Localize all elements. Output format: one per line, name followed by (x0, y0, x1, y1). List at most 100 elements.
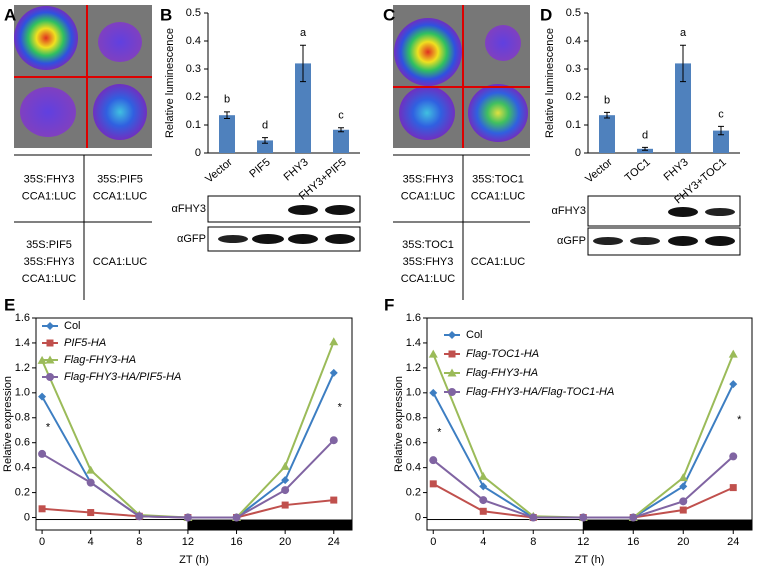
table-text: 35S:PIF5 (97, 173, 143, 185)
table-text: 35S:FHY3 (24, 173, 75, 185)
marker (678, 473, 688, 482)
table-text: CCA1:LUC (471, 256, 525, 268)
legend-label: Flag-FHY3-HA (466, 367, 538, 379)
marker (479, 482, 488, 491)
blot-label: αGFP (177, 233, 206, 245)
x-tick-label: 4 (480, 536, 486, 548)
y-tick-label: 0.4 (406, 462, 421, 474)
luc-image-c (393, 5, 530, 148)
marker (428, 349, 438, 358)
y-tick-label: 0.2 (406, 486, 421, 498)
table-text: 35S:TOC1 (472, 173, 524, 185)
table-text: CCA1:LUC (93, 256, 147, 268)
x-tick-label: 16 (230, 536, 242, 548)
x-tick-label: 12 (577, 536, 589, 548)
marker (429, 388, 438, 397)
x-tick-label: 24 (727, 536, 739, 548)
y-tick-label: 1.4 (15, 337, 30, 349)
marker (479, 507, 487, 515)
panel-letter: F (384, 295, 394, 314)
table-text: 35S:TOC1 (402, 239, 454, 251)
legend-marker (45, 355, 55, 364)
significance-letter: c (338, 110, 344, 122)
error-bar (680, 44, 686, 83)
marker (280, 461, 290, 470)
blot-label: αGFP (557, 235, 586, 247)
y-tick-label: 0.2 (186, 91, 201, 103)
bar (675, 63, 691, 153)
y-axis-label: Relative expression (2, 376, 14, 472)
y-tick-label: 0.6 (406, 437, 421, 449)
significance-letter: a (300, 27, 307, 39)
y-tick-label: 0.3 (186, 63, 201, 75)
panel-letter: A (4, 5, 16, 24)
bar (599, 115, 615, 153)
y-tick-label: 1.2 (406, 362, 421, 374)
marker (281, 501, 289, 509)
legend-label: Col (64, 320, 81, 332)
legend-label: Flag-FHY3-HA (64, 354, 136, 366)
marker (479, 496, 488, 505)
significance-letter: a (680, 27, 687, 39)
x-tick-label: TOC1 (623, 156, 653, 184)
y-tick-label: 0.6 (15, 437, 30, 449)
marker (38, 392, 47, 401)
series-line (432, 482, 734, 519)
marker (729, 452, 738, 461)
error-bar (300, 44, 306, 83)
error-bar (604, 111, 610, 119)
x-tick-label: 8 (136, 536, 142, 548)
panel-letter: D (540, 5, 552, 24)
marker (232, 513, 241, 522)
marker (87, 509, 95, 517)
bar (257, 140, 273, 153)
y-tick-label: 0.5 (186, 7, 201, 19)
significance-mark: * (437, 427, 442, 439)
marker (579, 513, 588, 522)
table-text: 35S:FHY3 (24, 256, 75, 268)
x-axis-label: ZT (h) (179, 554, 209, 566)
x-tick-label: 8 (530, 536, 536, 548)
bar (713, 130, 729, 153)
panel-letter: E (4, 295, 15, 314)
dark-period (187, 519, 352, 530)
marker (329, 368, 338, 377)
marker (729, 380, 738, 389)
y-tick-label: 0.1 (186, 119, 201, 131)
x-tick-label: 24 (328, 536, 340, 548)
legend-marker (46, 339, 54, 347)
y-tick-label: 0 (24, 511, 30, 523)
y-tick-label: 0 (575, 147, 581, 159)
marker (429, 456, 438, 465)
marker (729, 484, 737, 492)
legend-label: Flag-TOC1-HA (466, 348, 539, 360)
table-text: 35S:FHY3 (403, 256, 454, 268)
marker (429, 480, 437, 488)
x-tick-label: 12 (182, 536, 194, 548)
error-bar (262, 137, 268, 144)
y-tick-label: 1.0 (15, 387, 30, 399)
y-tick-label: 0 (415, 511, 421, 523)
marker (330, 496, 338, 504)
legend-label: Col (466, 329, 483, 341)
legend-marker (448, 331, 456, 339)
blots (207, 195, 741, 256)
x-tick-label: 20 (279, 536, 291, 548)
panel-letter: B (160, 5, 172, 24)
light-period (426, 519, 584, 531)
marker (529, 513, 538, 522)
luc-image-a (14, 5, 152, 148)
legend-marker (447, 368, 457, 377)
blot-label: αFHY3 (172, 203, 206, 215)
marker (629, 513, 638, 522)
marker (281, 486, 290, 495)
y-tick-label: 1.6 (15, 312, 30, 324)
x-tick-label: 20 (677, 536, 689, 548)
marker (38, 505, 46, 513)
marker (135, 512, 144, 521)
plot-frame (35, 317, 353, 531)
y-tick-label: 1.2 (15, 362, 30, 374)
y-tick-label: 0.3 (566, 63, 581, 75)
